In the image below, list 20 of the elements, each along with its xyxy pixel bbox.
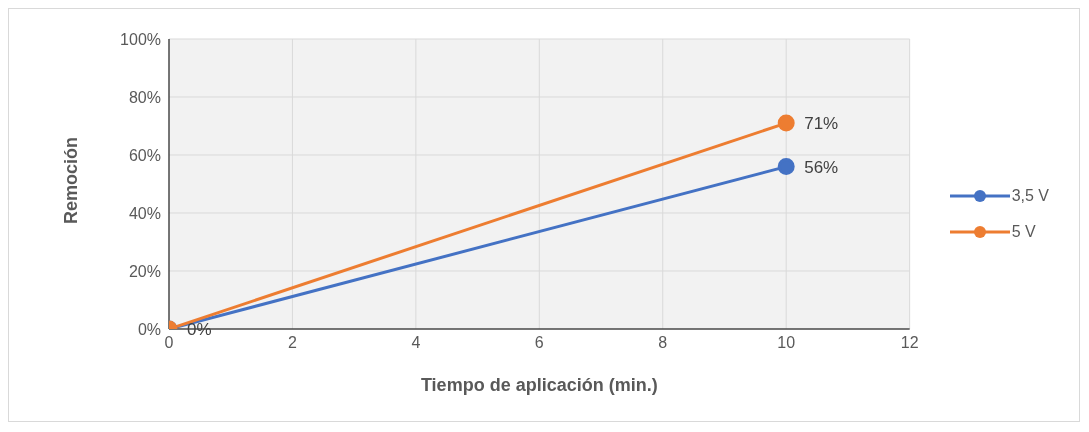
- x-tick-label: 6: [534, 334, 544, 352]
- y-tick-label: 100%: [120, 30, 161, 48]
- x-axis-title: Tiempo de aplicación (min.): [420, 375, 658, 395]
- x-tick-label: 4: [411, 334, 421, 352]
- data-label: 56%: [804, 157, 839, 177]
- y-tick-label: 60%: [128, 146, 161, 164]
- y-tick-label: 40%: [128, 204, 161, 222]
- y-tick-label: 20%: [128, 262, 161, 280]
- x-tick-label: 0: [164, 334, 174, 352]
- x-tick-label: 10: [777, 334, 796, 352]
- x-tick-label: 8: [658, 334, 668, 352]
- data-label: 71%: [804, 114, 839, 134]
- point: [777, 158, 795, 176]
- legend-label: 3,5 V: [1011, 187, 1049, 205]
- y-axis-title: Remoción: [61, 136, 82, 224]
- y-tick-label: 80%: [128, 88, 161, 106]
- legend-label: 5 V: [1011, 223, 1036, 241]
- x-tick-label: 12: [900, 334, 919, 352]
- x-tick-label: 2: [287, 334, 297, 352]
- y-tick-label: 0%: [137, 320, 161, 338]
